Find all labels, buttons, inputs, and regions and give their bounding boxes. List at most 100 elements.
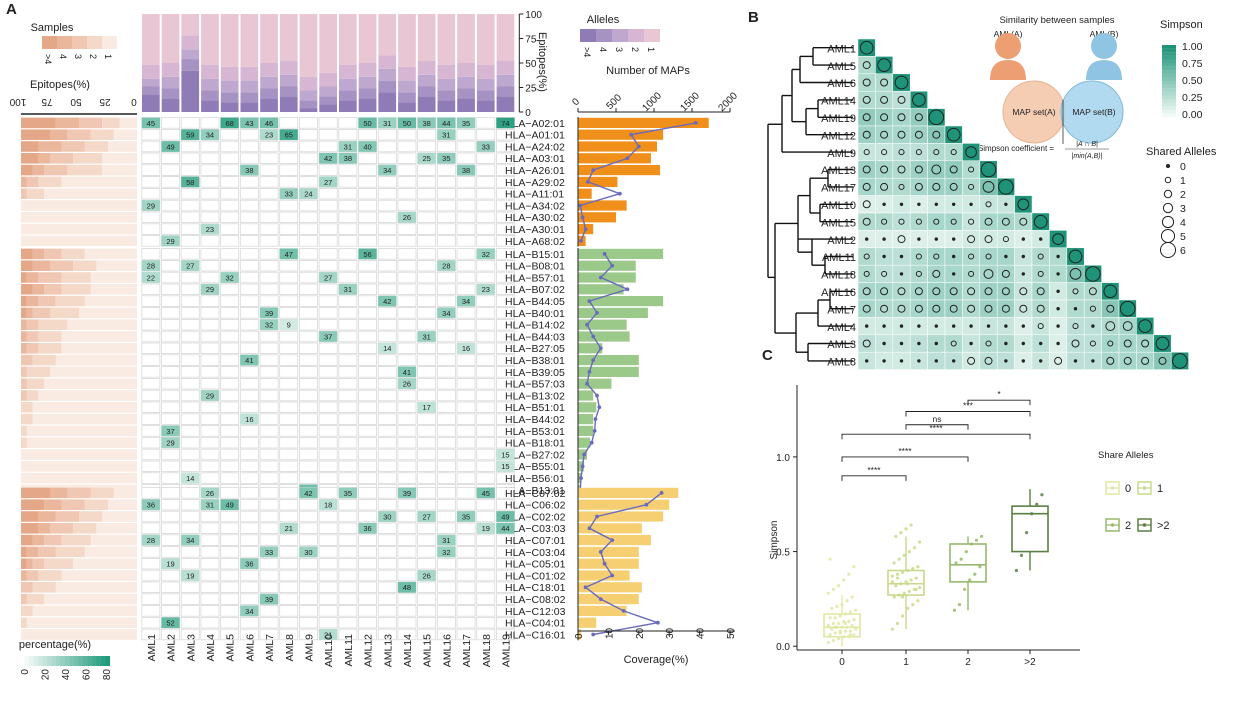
heatmap-cell-value: 26	[206, 489, 214, 498]
box-point	[963, 587, 967, 592]
heatmap-cell-empty	[436, 593, 456, 605]
left-bar-segment	[21, 153, 39, 164]
left-bar-segment	[21, 117, 56, 129]
simpson-cell	[875, 299, 894, 318]
heatmap-cell-empty	[279, 366, 299, 378]
simpson-legend-tick: 0.25	[1182, 92, 1203, 104]
heatmap-cell-empty	[397, 318, 417, 331]
heatmap-cell-empty	[456, 128, 476, 141]
left-axis-tick-label: 25	[99, 96, 111, 107]
heatmap-cell-empty	[436, 569, 456, 582]
heatmap-cell-value: 59	[186, 131, 194, 140]
shared-alleles-dot	[1039, 359, 1043, 363]
percentage-legend-gradient-step	[33, 656, 39, 666]
heatmap-cell-empty	[298, 534, 318, 546]
top-bar-segment	[260, 63, 278, 77]
heatmap-cell-empty	[358, 425, 378, 437]
heatmap-cell-value: 15	[501, 462, 509, 471]
coverage-bar	[578, 165, 661, 176]
heatmap-cell	[397, 366, 416, 378]
heatmap-cell-empty	[456, 307, 476, 319]
left-bar-segment	[32, 284, 45, 295]
simpson-cell	[892, 230, 911, 249]
heatmap-cell-value: 19	[166, 560, 174, 569]
box-point	[890, 574, 895, 578]
heatmap-cell-empty	[358, 366, 378, 378]
heatmap-cell-empty	[436, 199, 456, 212]
shared-alleles-dot	[985, 340, 992, 347]
heatmap-cell-empty	[200, 176, 220, 188]
heatmap-cell-empty	[377, 436, 397, 449]
heatmap-cell-empty	[318, 413, 338, 425]
heatmap-cell-value: 26	[403, 380, 411, 389]
heatmap-cell-empty	[259, 235, 279, 247]
heatmap-cell	[161, 437, 180, 448]
heatmap-cell-empty	[279, 164, 299, 176]
top-bar-segment	[201, 100, 219, 112]
top-bar-segment	[398, 80, 416, 93]
shared-alleles-dot	[1106, 356, 1115, 365]
top-bar-segment	[476, 90, 495, 101]
top-bar-segment	[358, 63, 377, 77]
heatmap-cell-empty	[239, 487, 259, 499]
shared-alleles-dot	[882, 254, 886, 259]
left-bar-segment	[61, 176, 137, 188]
heatmap-cell	[220, 499, 239, 510]
heatmap-cell-empty	[298, 223, 318, 235]
allele-label: HLA−A26:01	[505, 165, 565, 177]
heatmap-cell-empty	[161, 199, 181, 212]
heatmap-cell-value: 29	[206, 285, 214, 294]
box-point	[831, 621, 836, 626]
simpson-cell	[979, 160, 998, 179]
heatmap-cell-empty	[397, 283, 417, 296]
heatmap-cell-empty	[377, 593, 397, 605]
heatmap-cell-empty	[495, 342, 515, 355]
heatmap-cell-empty	[180, 617, 200, 629]
heatmap-cell	[161, 558, 180, 569]
box-point	[892, 561, 896, 565]
heatmap-cell-empty	[220, 128, 240, 141]
heatmap-cell-empty	[161, 487, 181, 499]
sample-label: AML14	[402, 634, 414, 667]
maps-point	[595, 514, 599, 519]
simpson-cell	[857, 125, 876, 144]
heatmap-cell-empty	[338, 307, 358, 319]
heatmap-cell	[279, 248, 298, 260]
heatmap-cell-empty	[338, 522, 358, 535]
shared-alleles-dot	[933, 218, 940, 225]
simpson-cell	[875, 143, 894, 162]
heatmap-cell-empty	[279, 401, 299, 414]
heatmap-cell-empty	[279, 413, 299, 425]
heatmap-cell-empty	[318, 366, 338, 378]
box-point	[830, 627, 834, 631]
heatmap-cell-value: 50	[363, 119, 371, 128]
panel-label-a: A	[6, 1, 17, 18]
heatmap-cell-empty	[436, 617, 456, 629]
simpson-cell	[1118, 299, 1137, 318]
shared-alleles-dot	[1021, 237, 1025, 241]
box-point	[831, 638, 836, 643]
heatmap-cell-value: 31	[442, 536, 450, 545]
simpson-legend-gradient-step	[1162, 59, 1176, 64]
heatmap-cell	[338, 153, 357, 164]
heatmap-cell-empty	[279, 593, 299, 605]
heatmap-cell-empty	[259, 354, 279, 366]
heatmap-cell-empty	[200, 307, 220, 319]
heatmap-cell	[141, 117, 160, 129]
heatmap-cell-empty	[436, 401, 456, 414]
allele-label: HLA−C08:02	[505, 594, 566, 606]
heatmap-cell-value: 32	[442, 548, 450, 557]
heatmap-cell-empty	[476, 128, 496, 141]
sample-row-label: AML4	[827, 322, 856, 334]
heatmap-cell-empty	[220, 389, 240, 402]
heatmap-cell-empty	[141, 546, 161, 558]
simpson-legend-tick: 1.00	[1182, 41, 1203, 53]
heatmap-cell-empty	[338, 342, 358, 355]
heatmap-cell-empty	[397, 152, 417, 165]
left-bar-segment	[50, 129, 68, 140]
simpson-cell	[1066, 334, 1085, 353]
heatmap-cell-empty	[417, 581, 437, 594]
top-bar-segment	[240, 102, 259, 112]
top-bar-segment	[417, 61, 436, 75]
simpson-legend-title: Simpson	[1160, 19, 1203, 31]
